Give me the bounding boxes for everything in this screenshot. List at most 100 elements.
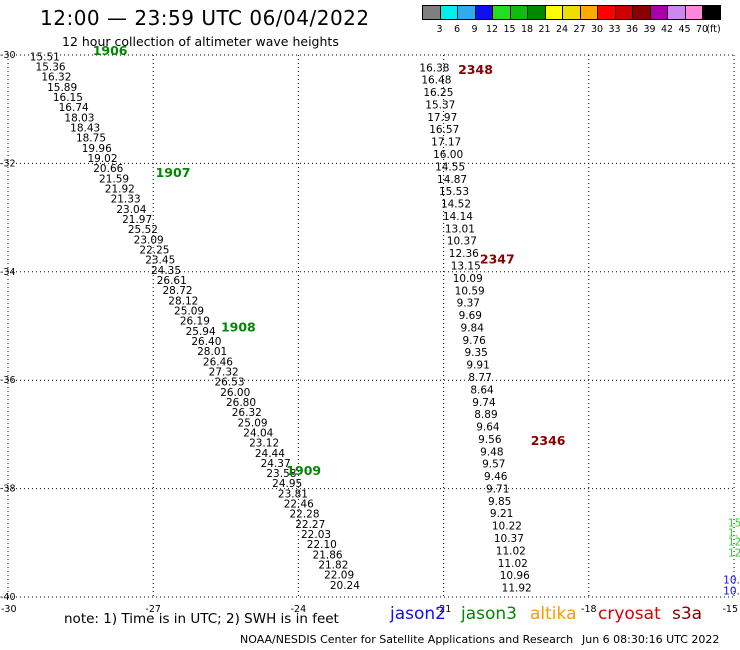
color-scale-label: 6 [453, 24, 461, 35]
wave-height-value: 21.92 [105, 184, 135, 196]
wave-height-value: 24.37 [261, 458, 291, 470]
satellite-legend-jason3: jason3 [461, 604, 517, 624]
wave-height-value: 11.92 [502, 583, 532, 595]
axis-tick-labels: -30 -27 -24 -21 -18 -15 -30 -32 -34 -36 -38 -40 [0, 50, 738, 615]
color-scale-label: 27 [573, 24, 586, 35]
pass-time-label: 1908 [221, 319, 256, 334]
wave-height-value: 15.37 [425, 99, 455, 111]
wave-height-value: 20.24 [330, 580, 360, 592]
wave-height-value: 26.19 [180, 316, 210, 328]
longitude-tick-label: -18 [581, 604, 597, 615]
wave-height-value: 16.48 [421, 75, 451, 87]
wave-height-value: 9.69 [459, 310, 482, 322]
wave-height-value: 12 [728, 547, 740, 559]
wave-height-value: 10.37 [494, 533, 524, 545]
wave-height-value: 22.25 [139, 245, 169, 257]
longitude-tick-label: -27 [145, 604, 161, 615]
wave-height-value: 18.03 [64, 112, 94, 124]
wave-height-value: 9.37 [457, 298, 480, 310]
longitude-tick-label: -24 [291, 604, 307, 615]
wave-height-value: 9.64 [476, 422, 500, 434]
wave-height-value: 9.76 [462, 335, 486, 347]
wave-height-value: 28.72 [163, 285, 193, 297]
wave-height-value: 9.71 [486, 483, 509, 495]
color-scale-label: 70 [695, 24, 709, 35]
color-scale-label: 39 [643, 24, 656, 35]
wave-height-value: 24.95 [272, 478, 302, 490]
wave-height-value: 16.57 [429, 124, 459, 136]
wave-height-value: 12.36 [449, 248, 479, 260]
wave-height-value: 25.52 [128, 224, 158, 236]
wave-height-value: 17.97 [427, 112, 457, 124]
color-scale-label: 15 [503, 24, 516, 35]
wave-height-value: 16.32 [41, 72, 71, 84]
wave-height-value: 25.94 [186, 326, 216, 338]
wave-height-value: 17.17 [431, 137, 461, 149]
color-scale-label: 42 [660, 24, 674, 35]
satellite-legend-cryosat: cryosat [598, 604, 661, 624]
wave-height-value: 8.77 [468, 372, 491, 384]
wave-height-value: 19.96 [82, 143, 112, 155]
wave-height-value: 21.59 [99, 173, 129, 185]
color-scale-label: 9 [471, 24, 478, 35]
wave-height-value: 23.09 [134, 234, 164, 246]
color-swatch [702, 5, 721, 20]
wave-height-value: 23.45 [145, 255, 175, 267]
longitude-tick-label: -15 [722, 604, 738, 615]
wave-height-value: 12 [728, 537, 740, 549]
color-scale-label: 30 [590, 24, 604, 35]
wave-height-value: 22.46 [284, 499, 314, 511]
wave-height-value: 11.02 [498, 558, 528, 570]
wave-height-value: 22.27 [295, 519, 325, 531]
wave-height-value: 22.28 [289, 509, 319, 521]
wave-height-value: 13.01 [445, 223, 475, 235]
wave-height-value: 18.75 [76, 133, 106, 145]
color-scale-label: 3 [436, 24, 443, 35]
wave-height-value: 10.37 [447, 236, 477, 248]
longitude-tick-label: -30 [1, 604, 17, 615]
wave-height-value: 15 [728, 518, 740, 530]
color-scale-label: 18 [520, 24, 534, 35]
wave-height-value: 22.10 [307, 539, 337, 551]
wave-height-value: 14.14 [443, 211, 473, 223]
page-title: 12:00 — 23:59 UTC 06/04/2022 [40, 6, 370, 30]
pass-time-label: 1907 [156, 165, 191, 180]
wave-height-value: 28.12 [168, 295, 198, 307]
wave-height-value: 22.09 [324, 570, 354, 582]
wave-height-value: 9.85 [488, 496, 511, 508]
data-source: NOAA/NESDIS Center for Satellite Applica… [240, 633, 574, 646]
wave-height-value: 26.40 [191, 336, 221, 348]
wave-height-value: 23.58 [266, 468, 296, 480]
wave-height-value: 21.33 [111, 194, 141, 206]
wave-height-value: 9.35 [464, 347, 487, 359]
wave-height-value: 25.09 [238, 417, 268, 429]
wave-height-value: 10.09 [453, 273, 483, 285]
wave-height-value: 10.22 [492, 521, 522, 533]
wave-height-value: 28.01 [197, 346, 227, 358]
wave-height-value: 16.25 [423, 87, 453, 99]
wave-height-value: 13.15 [451, 260, 481, 272]
page-subtitle: 12 hour collection of altimeter wave hei… [62, 34, 339, 49]
color-scale-label: 24 [555, 24, 569, 35]
pass-time-label: 1909 [286, 463, 321, 478]
wave-height-value: 16.15 [53, 92, 83, 104]
wave-height-value: 14.52 [441, 199, 471, 211]
satellite-legend-altika: altika [530, 604, 577, 624]
wave-height-value: 16.74 [59, 102, 89, 114]
wave-height-value: 15.89 [47, 82, 77, 94]
color-scale-label: 45 [678, 24, 691, 35]
wave-height-value: 26.32 [232, 407, 262, 419]
wave-height-value: 21.82 [318, 560, 348, 572]
wave-height-value: 9.57 [482, 459, 505, 471]
satellite-tracks: 15.5115.3616.3215.8916.1516.7418.0318.43… [30, 43, 740, 597]
pass-time-label: 1906 [93, 43, 128, 58]
wave-height-value: 10. [723, 574, 740, 586]
wave-height-value: 24.44 [255, 448, 285, 460]
wave-height-value: 9.48 [480, 446, 503, 458]
wave-height-value: 15.53 [439, 186, 469, 198]
wave-height-value: 19.02 [87, 153, 117, 165]
latitude-tick-label: -38 [0, 484, 16, 495]
wave-height-value: 16.00 [433, 149, 463, 161]
wave-height-value: 26.80 [226, 397, 256, 409]
pass-time-label: 2347 [480, 252, 515, 267]
